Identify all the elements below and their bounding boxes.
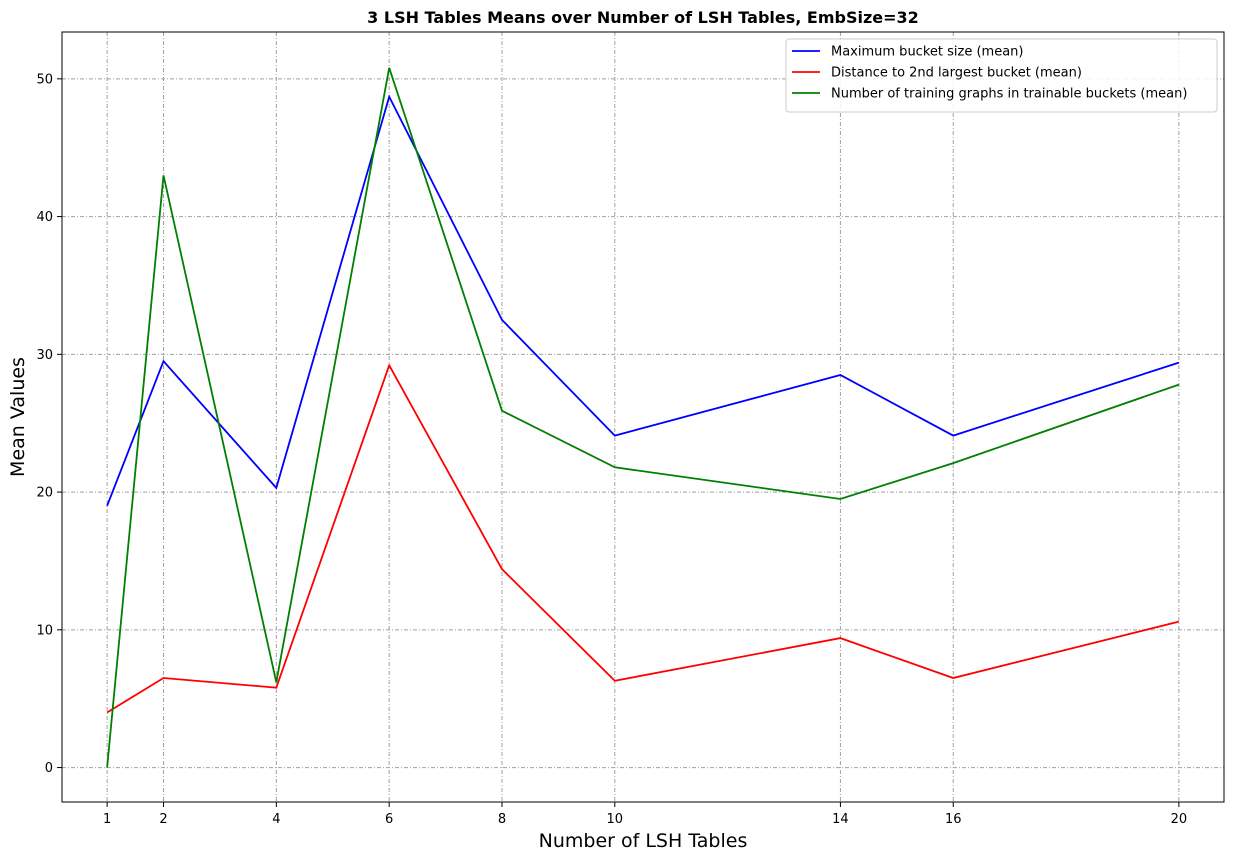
y-tick-label: 40 xyxy=(36,210,53,225)
chart-title: 3 LSH Tables Means over Number of LSH Ta… xyxy=(367,8,919,27)
y-tick-label: 50 xyxy=(36,72,53,87)
grid-lines xyxy=(62,32,1224,802)
legend-label: Number of training graphs in trainable b… xyxy=(831,87,1187,102)
x-tick-label: 10 xyxy=(607,812,624,827)
y-tick-label: 30 xyxy=(36,348,53,363)
x-tick-label: 14 xyxy=(832,812,849,827)
x-axis-label: Number of LSH Tables xyxy=(539,830,748,852)
legend-label: Distance to 2nd largest bucket (mean) xyxy=(831,66,1082,81)
x-axis-ticks: 1 2 4 6 8 10 14 16 20 xyxy=(103,802,1187,827)
y-tick-label: 10 xyxy=(36,623,53,638)
legend: Maximum bucket size (mean) Distance to 2n… xyxy=(785,38,1218,113)
x-tick-label: 6 xyxy=(385,812,393,827)
series-lines xyxy=(106,67,1180,768)
y-axis-ticks: 0 10 20 30 40 50 xyxy=(36,72,62,776)
y-tick-label: 0 xyxy=(45,761,53,776)
legend-label: Maximum bucket size (mean) xyxy=(831,45,1023,60)
x-tick-label: 2 xyxy=(159,812,167,827)
legend-box xyxy=(785,38,1218,113)
plot-frame xyxy=(61,31,1225,803)
x-tick-label: 16 xyxy=(945,812,962,827)
y-axis-label: Mean Values xyxy=(7,357,29,477)
x-tick-label: 8 xyxy=(498,812,506,827)
series-line xyxy=(106,363,1180,714)
x-tick-label: 20 xyxy=(1171,812,1188,827)
x-tick-label: 1 xyxy=(103,812,111,827)
series-line xyxy=(106,94,1180,507)
y-tick-label: 20 xyxy=(36,486,53,501)
series-line xyxy=(106,67,1180,768)
x-tick-label: 4 xyxy=(272,812,280,827)
